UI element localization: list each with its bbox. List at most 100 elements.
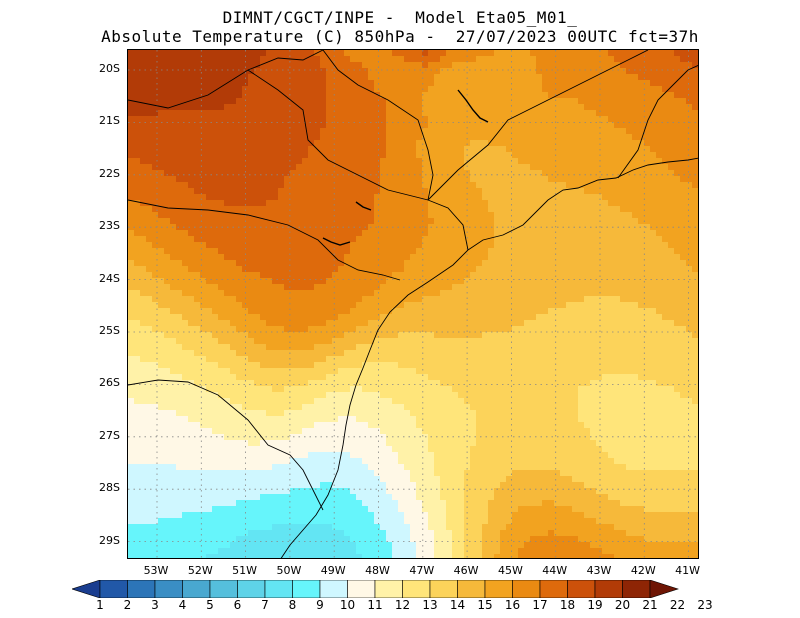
field-cell [650, 260, 657, 267]
field-cell [506, 242, 513, 249]
field-cell [338, 200, 345, 207]
field-cell [662, 122, 669, 129]
field-cell [692, 152, 698, 159]
field-cell [644, 266, 651, 273]
field-cell [152, 254, 159, 261]
field-cell [158, 74, 165, 81]
field-cell [446, 332, 453, 339]
field-cell [590, 248, 597, 255]
field-cell [290, 218, 297, 225]
field-cell [218, 158, 225, 165]
field-cell [614, 164, 621, 171]
field-cell [182, 110, 189, 117]
field-cell [392, 188, 399, 195]
field-cell [308, 188, 315, 195]
field-cell [134, 122, 141, 129]
field-cell [512, 158, 519, 165]
field-cell [152, 98, 159, 105]
field-cell [200, 326, 207, 333]
field-cell [590, 80, 597, 87]
field-cell [464, 338, 471, 345]
field-cell [596, 62, 603, 69]
field-cell [296, 248, 303, 255]
field-cell [614, 128, 621, 135]
field-cell [140, 218, 147, 225]
field-cell [266, 356, 273, 363]
field-cell [248, 218, 255, 225]
field-cell [578, 320, 585, 327]
field-cell [290, 80, 297, 87]
field-cell [302, 50, 309, 57]
field-cell [152, 122, 159, 129]
field-cell [668, 50, 675, 57]
field-cell [410, 284, 417, 291]
field-cell [410, 212, 417, 219]
field-cell [410, 254, 417, 261]
field-cell [200, 344, 207, 351]
field-cell [194, 182, 201, 189]
field-cell [566, 50, 573, 57]
field-cell [326, 182, 333, 189]
field-cell [674, 200, 681, 207]
field-cell [464, 200, 471, 207]
field-cell [674, 80, 681, 87]
field-cell [662, 242, 669, 249]
field-cell [398, 200, 405, 207]
field-cell [350, 296, 357, 303]
field-cell [362, 146, 369, 153]
field-cell [158, 260, 165, 267]
field-cell [470, 314, 477, 321]
field-cell [320, 92, 327, 99]
field-cell [542, 218, 549, 225]
field-cell [446, 350, 453, 357]
field-cell [476, 140, 483, 147]
field-cell [416, 350, 423, 357]
field-cell [536, 236, 543, 243]
field-cell [632, 284, 639, 291]
field-cell [176, 164, 183, 171]
field-cell [680, 224, 687, 231]
field-cell [140, 284, 147, 291]
field-cell [134, 158, 141, 165]
field-cell [644, 248, 651, 255]
field-cell [452, 236, 459, 243]
field-cell [416, 146, 423, 153]
field-cell [398, 86, 405, 93]
field-cell [530, 242, 537, 249]
field-cell [386, 320, 393, 327]
field-cell [440, 176, 447, 183]
field-cell [194, 170, 201, 177]
field-cell [578, 224, 585, 231]
field-cell [416, 188, 423, 195]
field-cell [458, 176, 465, 183]
field-cell [422, 80, 429, 87]
field-cell [134, 170, 141, 177]
field-cell [350, 200, 357, 207]
field-cell [128, 122, 135, 129]
field-cell [404, 62, 411, 69]
field-cell [368, 206, 375, 213]
field-cell [326, 146, 333, 153]
field-cell [500, 332, 507, 339]
field-cell [458, 68, 465, 75]
field-cell [392, 62, 399, 69]
field-cell [452, 194, 459, 201]
field-cell [278, 86, 285, 93]
field-cell [404, 92, 411, 99]
field-cell [248, 68, 255, 75]
field-cell [662, 152, 669, 159]
field-cell [218, 344, 225, 351]
field-cell [128, 326, 135, 333]
field-cell [674, 236, 681, 243]
field-cell [548, 158, 555, 165]
field-cell [206, 290, 213, 297]
field-cell [368, 290, 375, 297]
field-cell [536, 104, 543, 111]
field-cell [614, 254, 621, 261]
field-cell [284, 122, 291, 129]
field-cell [518, 278, 525, 285]
field-cell [278, 266, 285, 273]
field-cell [152, 80, 159, 87]
field-cell [458, 146, 465, 153]
field-cell [200, 230, 207, 237]
